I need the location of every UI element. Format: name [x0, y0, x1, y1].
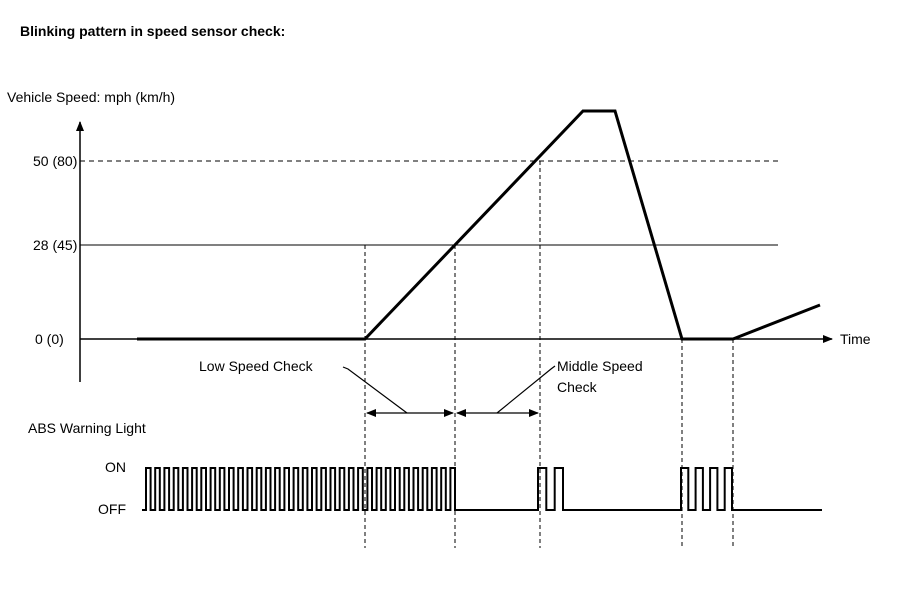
abs-label: ABS Warning Light	[28, 420, 146, 436]
abs-off-label: OFF	[98, 501, 126, 517]
y-axis-label: Vehicle Speed: mph (km/h)	[7, 89, 175, 105]
middle-speed-check-label-2: Check	[557, 379, 598, 395]
x-axis-label: Time	[840, 331, 871, 347]
middle-speed-leader	[496, 365, 556, 414]
speed-curve	[137, 109, 821, 341]
level-0-label: 0 (0)	[35, 331, 64, 347]
low-speed-leader	[342, 366, 408, 414]
level-50-label: 50 (80)	[33, 153, 77, 169]
abs-on-label: ON	[105, 459, 126, 475]
level-28-label: 28 (45)	[33, 237, 77, 253]
abs-blink-waveform	[142, 467, 822, 511]
middle-speed-check-label-1: Middle Speed	[557, 358, 643, 374]
low-speed-check-label: Low Speed Check	[199, 358, 314, 374]
diagram-title: Blinking pattern in speed sensor check:	[20, 23, 285, 39]
time-markers	[364, 161, 734, 548]
